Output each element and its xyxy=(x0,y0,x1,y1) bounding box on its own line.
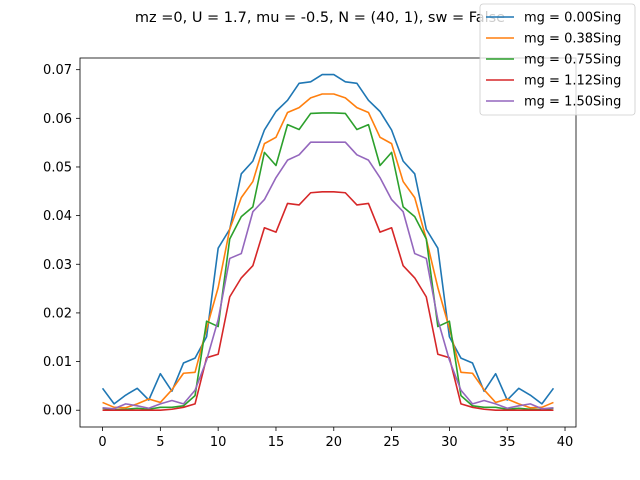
y-tick-label: 0.04 xyxy=(43,209,72,224)
series-line-3 xyxy=(102,190,554,412)
series-line-2 xyxy=(102,112,554,411)
x-axis: 0 5 10 15 20 25 30 35 40 xyxy=(98,427,573,450)
x-tick-label: 25 xyxy=(383,435,400,450)
chart-title: mz =0, U = 1.7, mu = -0.5, N = (40, 1), … xyxy=(135,10,505,26)
legend-label: mg = 0.75Sing xyxy=(524,53,621,68)
series-line-1 xyxy=(102,93,554,409)
x-tick-label: 20 xyxy=(326,435,343,450)
y-axis: 0.00 0.01 0.02 0.03 0.04 0.05 0.06 0.07 xyxy=(43,63,80,419)
y-tick-label: 0.05 xyxy=(43,160,72,175)
x-tick-label: 10 xyxy=(210,435,227,450)
series-group xyxy=(101,73,555,412)
legend-box xyxy=(479,3,636,116)
x-tick-label: 5 xyxy=(156,435,164,450)
legend-label: mg = 1.12Sing xyxy=(524,74,621,89)
y-tick-label: 0.07 xyxy=(43,63,72,78)
y-tick-label: 0.02 xyxy=(43,306,72,321)
series-line-4 xyxy=(102,141,554,410)
x-tick-label: 15 xyxy=(268,435,285,450)
plot-area xyxy=(79,57,577,428)
series-line-0 xyxy=(101,73,555,405)
y-tick-label: 0.06 xyxy=(43,112,72,127)
legend: mg = 0.00Sing mg = 0.38Sing mg = 0.75Sing m… xyxy=(479,3,636,116)
legend-label: mg = 0.00Sing xyxy=(524,11,621,26)
y-tick-label: 0.03 xyxy=(43,258,72,273)
x-tick-label: 0 xyxy=(98,435,106,450)
y-tick-label: 0.01 xyxy=(43,355,72,370)
x-tick-label: 40 xyxy=(557,435,574,450)
plot-frame xyxy=(79,57,577,428)
x-tick-label: 30 xyxy=(441,435,458,450)
y-tick-label: 0.00 xyxy=(43,404,72,419)
legend-label: mg = 1.50Sing xyxy=(524,95,621,110)
legend-label: mg = 0.38Sing xyxy=(524,32,621,47)
x-tick-label: 35 xyxy=(499,435,516,450)
